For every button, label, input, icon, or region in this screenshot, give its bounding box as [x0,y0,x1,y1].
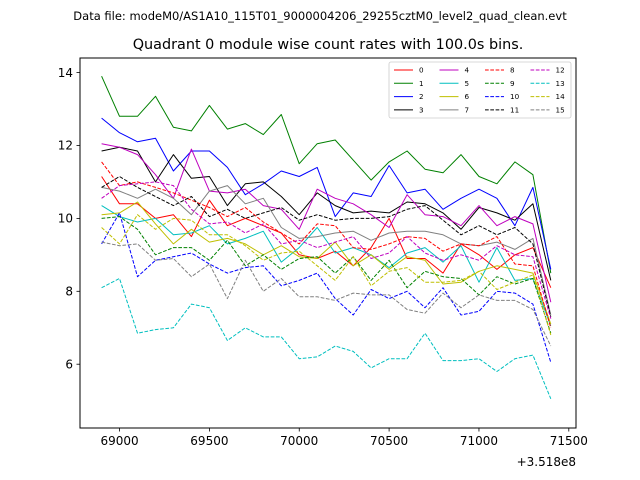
axes-frame [79,57,577,429]
y-axis: 6 8 10 12 14 [58,66,80,371]
legend-label-7: 7 [465,106,470,115]
chart-title: Quadrant 0 module wise count rates with … [133,37,524,53]
series-line-8 [101,161,552,328]
y-tick-label: 12 [58,139,73,153]
series-line-0 [101,176,552,288]
series-line-13 [101,278,552,399]
x-tick-label: 69500 [190,434,228,448]
legend-label-1: 1 [419,79,424,88]
legend-label-13: 13 [556,79,565,88]
series-line-15 [101,241,552,347]
x-tick-label: 70000 [280,434,318,448]
legend-label-2: 2 [419,92,424,101]
legend-label-4: 4 [465,66,470,75]
y-tick-label: 10 [58,212,73,226]
chart-suptitle: Data file: modeM0/AS1A10_115T01_90000042… [73,9,567,23]
series-line-2 [101,117,552,270]
series-line-9 [101,216,552,334]
legend-label-3: 3 [419,106,424,115]
series-line-10 [101,212,552,363]
legend-label-14: 14 [556,92,566,101]
series-line-3 [101,146,552,281]
x-tick-label: 69000 [100,434,138,448]
series-line-14 [101,214,552,336]
series-layer [101,75,552,399]
y-tick-label: 14 [58,66,73,80]
series-line-12 [101,181,552,319]
legend-label-6: 6 [465,92,470,101]
x-tick-label: 71000 [460,434,498,448]
y-tick-label: 6 [65,357,73,371]
x-axis: 69000 69500 70000 70500 71000 71500 [100,428,588,448]
plot-area: 69000 69500 70000 70500 71000 71500 68101214 … [58,57,588,469]
series-line-7 [101,185,552,316]
series-line-6 [101,201,552,325]
series-line-11 [101,176,552,317]
x-offset-label: +3.518e8 [517,455,576,469]
legend-label-0: 0 [419,66,424,75]
legend-label-9: 9 [510,79,515,88]
legend-box [388,61,572,119]
legend-label-10: 10 [510,92,520,101]
x-tick-label: 70500 [370,434,408,448]
series-line-1 [101,75,552,274]
legend-label-12: 12 [556,66,565,75]
series-line-5 [101,205,552,327]
y-tick-label: 8 [65,285,73,299]
legend-label-5: 5 [465,79,470,88]
legend-label-15: 15 [556,106,565,115]
legend-label-8: 8 [510,66,515,75]
legend-label-11: 11 [510,106,519,115]
x-tick-label: 71500 [550,434,588,448]
